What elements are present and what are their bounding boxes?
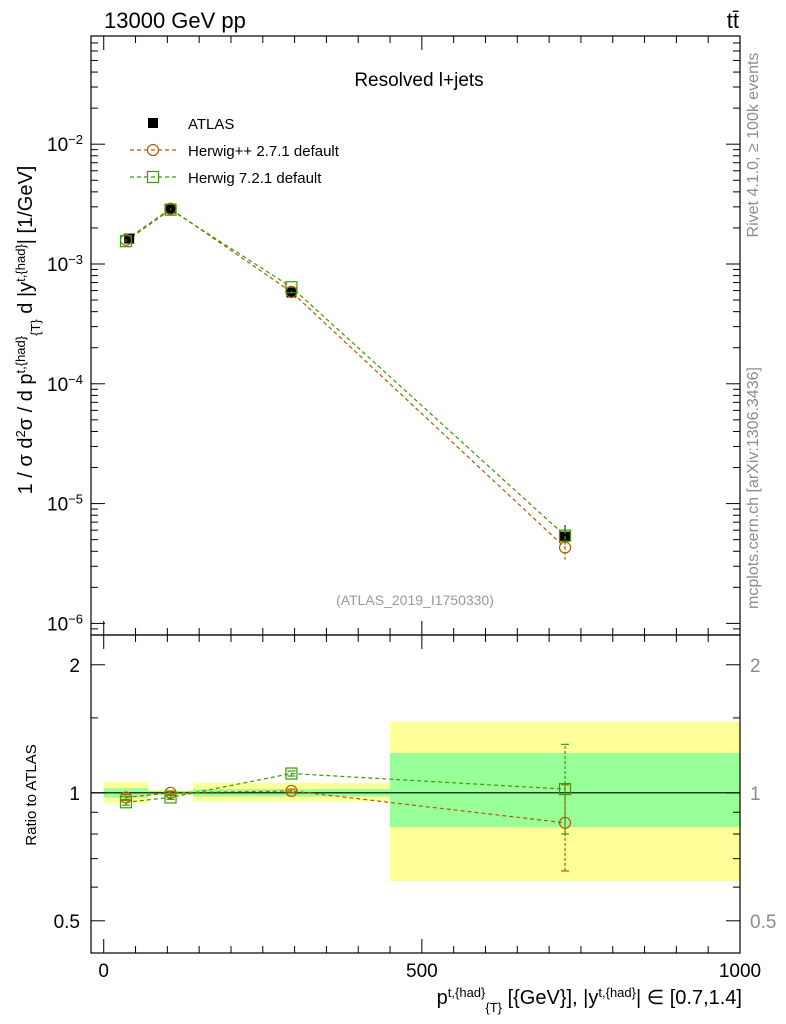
rivet-version-label: Rivet 4.1.0, ≥ 100k events bbox=[745, 53, 762, 238]
x-tick-label: 1000 bbox=[719, 961, 761, 982]
header-process-label: tt̄ bbox=[727, 8, 739, 33]
header-energy-label: 13000 GeV pp bbox=[104, 8, 246, 33]
ratio-y-axis-label: Ratio to ATLAS bbox=[23, 744, 40, 845]
legend: ATLAS Herwig++ 2.7.1 default Herwig 7.2.… bbox=[130, 116, 340, 187]
ratio-y-tick-label-right: 0.5 bbox=[750, 912, 776, 933]
legend-atlas-marker bbox=[148, 118, 158, 128]
legend-herwigpp-marker bbox=[146, 143, 160, 157]
main-y-tick-label: 10−5 bbox=[47, 491, 83, 516]
ratio-herwig7-point bbox=[558, 783, 572, 796]
x-tick-label: 500 bbox=[406, 961, 438, 982]
main-y-tick-label: 10−3 bbox=[47, 251, 83, 276]
ratio-series-layer bbox=[119, 743, 572, 872]
herwig7-point bbox=[558, 529, 572, 542]
herwig7-point bbox=[164, 203, 177, 216]
herwig7-point bbox=[285, 281, 298, 294]
main-series-line bbox=[125, 208, 566, 537]
ratio-y-tick-label: 2 bbox=[69, 656, 80, 677]
ratio-y-tick-label: 1 bbox=[69, 784, 80, 805]
ratio-y-tick-label: 0.5 bbox=[54, 912, 80, 933]
x-tick-label: 0 bbox=[98, 961, 109, 982]
main-series-layer bbox=[119, 202, 572, 560]
herwig7-point bbox=[119, 235, 133, 248]
ratio-y-tick-label-right: 1 bbox=[750, 784, 761, 805]
ratio-frame bbox=[90, 634, 741, 954]
ratio-herwig7-point bbox=[285, 767, 298, 780]
main-series-line bbox=[125, 208, 566, 548]
main-title: Resolved l+jets bbox=[354, 70, 483, 91]
main-y-axis-label: 1 / σ d2σ / d pt,{had}{T} d |yt,{had}| [… bbox=[13, 166, 43, 495]
ratio-herwig7-point bbox=[119, 796, 133, 809]
main-y-tick-label: 10−6 bbox=[47, 611, 83, 636]
legend-herwig7-marker bbox=[146, 170, 160, 184]
legend-herwig7-label: Herwig 7.2.1 default bbox=[188, 170, 322, 187]
atlas-data-point bbox=[124, 233, 135, 244]
ratio-bands bbox=[103, 721, 740, 882]
main-panel: 10−6 10−5 10−4 10−3 10−2 bbox=[47, 35, 741, 636]
ratio-herwigpp-point bbox=[285, 784, 298, 798]
analysis-watermark: (ATLAS_2019_I1750330) bbox=[336, 592, 494, 608]
legend-atlas-label: ATLAS bbox=[188, 116, 234, 133]
ratio-series-line bbox=[125, 790, 566, 824]
main-y-tick-label: 10−4 bbox=[47, 371, 83, 396]
legend-herwigpp-label: Herwig++ 2.7.1 default bbox=[188, 143, 340, 160]
ratio-herwig7-point bbox=[164, 791, 177, 804]
main-y-tick-label: 10−2 bbox=[47, 132, 83, 157]
ratio-series-line bbox=[125, 772, 566, 803]
ratio-y-tick-label-right: 2 bbox=[750, 656, 761, 677]
mcplots-label: mcplots.cern.ch [arXiv:1306.3436] bbox=[745, 367, 762, 609]
x-axis-label: pt,{had}{T} [{GeV}], |yt,{had}| ∈ [0.7,1… bbox=[437, 985, 742, 1015]
